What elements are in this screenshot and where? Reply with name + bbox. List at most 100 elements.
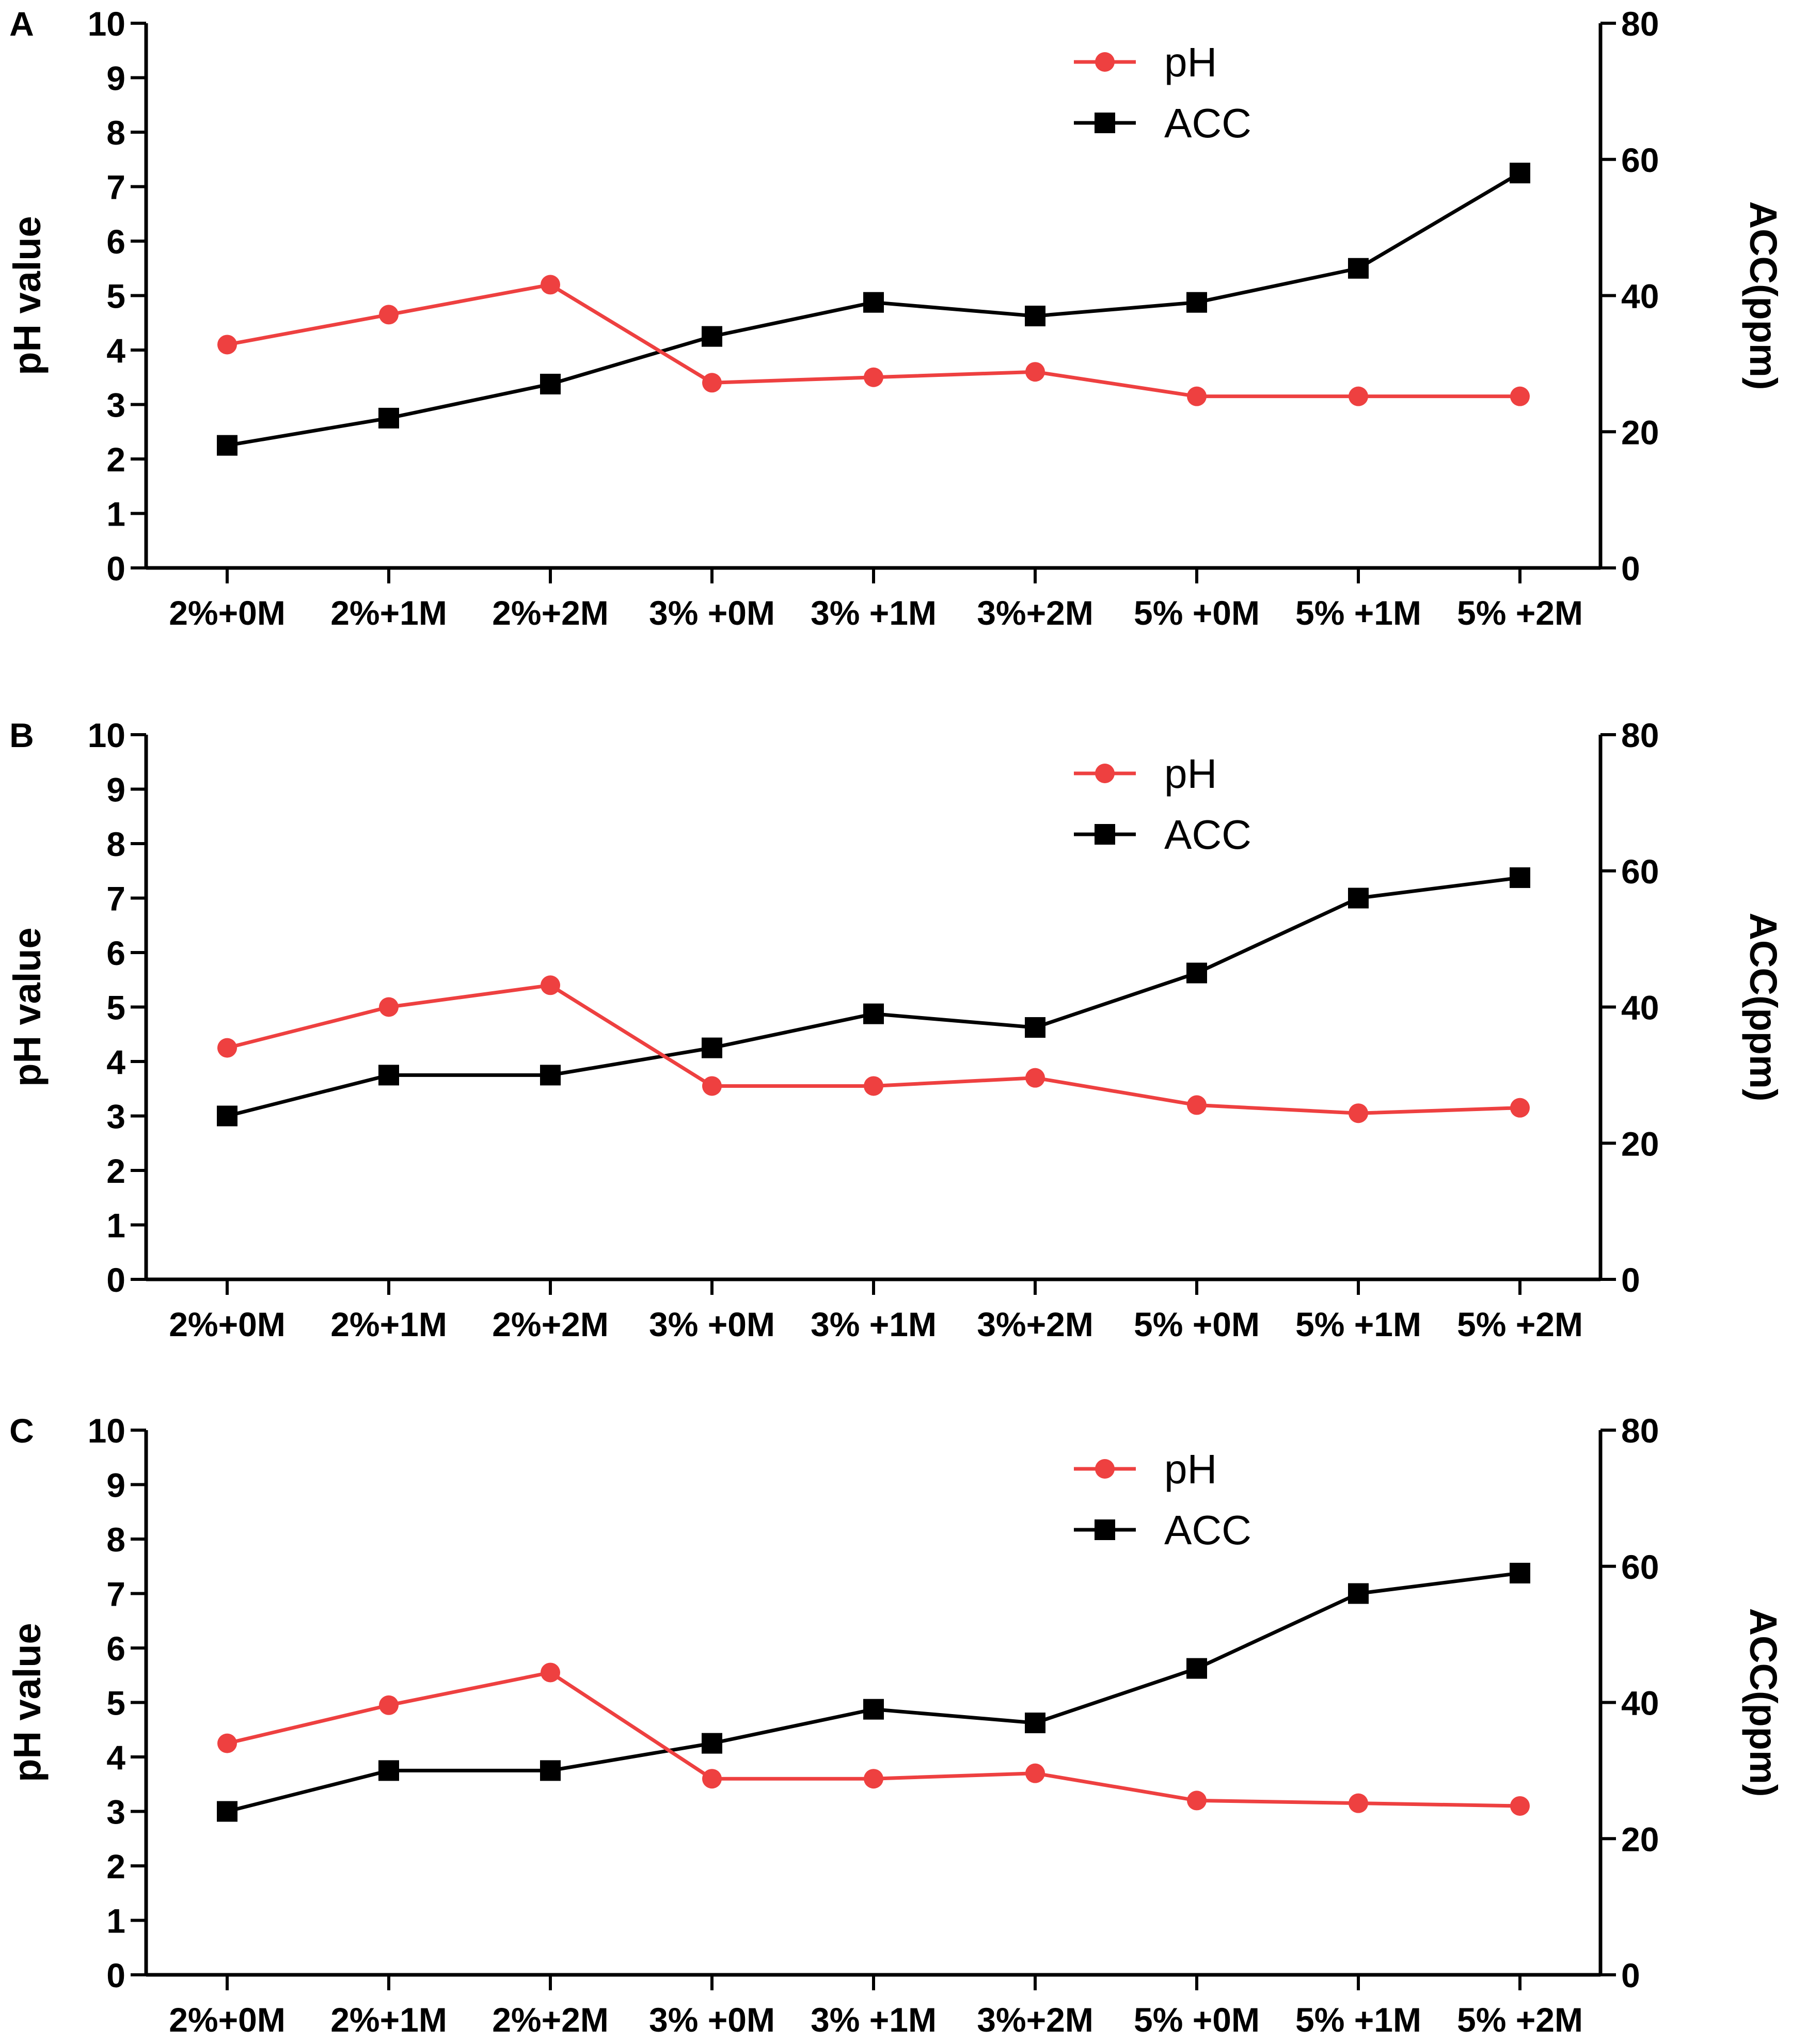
data-point-ph <box>702 373 722 393</box>
data-point-ph <box>217 1733 237 1753</box>
data-point-ph <box>702 1769 722 1789</box>
data-point-ph <box>702 1076 722 1096</box>
y-tick-label-left: 9 <box>106 771 125 809</box>
y-tick-label-right: 0 <box>1621 549 1640 588</box>
y-tick-label-left: 8 <box>106 1520 125 1559</box>
chart-panel-c: C 0 1 2 3 4 5 6 7 8 9 10 0 20 40 60 80 2%+0M 2%+1M 2%+2M 3% … <box>6 1412 1785 2039</box>
y-tick-label-left: 8 <box>106 114 125 152</box>
y-tick-label-left: 10 <box>88 5 125 43</box>
x-tick-label: 2%+2M <box>492 2001 609 2039</box>
data-point-acc <box>378 407 399 429</box>
data-point-acc <box>1025 1017 1045 1038</box>
data-point-acc <box>1348 258 1369 279</box>
x-tick-label: 3% +0M <box>649 594 775 632</box>
legend-label-ph: pH <box>1164 39 1217 85</box>
data-point-acc <box>1510 163 1530 184</box>
data-point-acc <box>863 1699 884 1720</box>
y-tick-label-left: 5 <box>106 1684 125 1722</box>
legend-marker-ph <box>1095 1459 1115 1479</box>
y-tick-label-left: 8 <box>106 825 125 863</box>
x-tick-label: 3% +1M <box>811 1305 937 1343</box>
y-axis-title-right: ACC(ppm) <box>1742 913 1785 1102</box>
y-tick-label-right: 40 <box>1621 989 1659 1027</box>
x-tick-label: 2%+1M <box>330 2001 447 2039</box>
data-point-ph <box>541 975 560 995</box>
x-tick-label: 2%+2M <box>492 1305 609 1343</box>
y-tick-label-right: 20 <box>1621 1820 1659 1858</box>
x-tick-label: 2%+0M <box>169 594 286 632</box>
data-point-ph <box>1510 1796 1530 1816</box>
x-tick-label: 2%+0M <box>169 1305 286 1343</box>
y-tick-label-left: 6 <box>106 223 125 261</box>
data-point-ph <box>379 997 399 1017</box>
y-tick-label-right: 20 <box>1621 1124 1659 1163</box>
y-tick-label-left: 0 <box>106 549 125 588</box>
data-point-ph <box>1025 362 1045 382</box>
data-point-ph <box>864 1769 883 1789</box>
data-point-ph <box>1349 1793 1368 1813</box>
x-tick-label: 5% +1M <box>1295 2001 1421 2039</box>
y-tick-label-left: 10 <box>88 716 125 754</box>
data-point-acc <box>217 435 237 456</box>
y-tick-label-right: 60 <box>1621 1548 1659 1586</box>
y-tick-label-right: 80 <box>1621 5 1659 43</box>
y-tick-label-left: 0 <box>106 1261 125 1299</box>
data-point-acc <box>1348 1583 1369 1604</box>
data-point-ph <box>541 1662 560 1683</box>
data-point-acc <box>1510 867 1530 888</box>
y-axis-title-right: ACC(ppm) <box>1742 1608 1785 1797</box>
data-point-acc <box>1186 962 1207 984</box>
data-point-acc <box>217 1105 237 1127</box>
y-tick-label-left: 5 <box>106 277 125 315</box>
data-point-acc <box>1348 888 1369 909</box>
y-tick-label-left: 3 <box>106 1793 125 1831</box>
y-tick-label-left: 9 <box>106 1466 125 1504</box>
x-tick-label: 3% +0M <box>649 2001 775 2039</box>
y-tick-label-left: 0 <box>106 1956 125 1994</box>
x-tick-label: 2%+1M <box>330 1305 447 1343</box>
data-point-acc <box>1025 306 1045 327</box>
data-point-ph <box>217 1038 237 1058</box>
data-point-acc <box>217 1801 237 1822</box>
data-point-ph <box>1510 1098 1530 1118</box>
x-tick-label: 2%+0M <box>169 2001 286 2039</box>
y-tick-label-left: 2 <box>106 440 125 479</box>
y-tick-label-left: 9 <box>106 59 125 98</box>
panel-label: A <box>9 5 34 43</box>
x-tick-label: 5% +1M <box>1295 1305 1421 1343</box>
y-tick-label-left: 7 <box>106 1575 125 1613</box>
data-point-acc <box>1510 1562 1530 1583</box>
y-tick-label-right: 80 <box>1621 716 1659 754</box>
y-tick-label-right: 60 <box>1621 141 1659 179</box>
x-tick-label: 3%+2M <box>977 2001 1093 2039</box>
y-tick-label-right: 60 <box>1621 852 1659 891</box>
x-tick-label: 5% +0M <box>1134 594 1260 632</box>
data-point-ph <box>1187 1791 1207 1811</box>
data-point-acc <box>863 292 884 313</box>
y-tick-label-left: 5 <box>106 989 125 1027</box>
x-tick-label: 3%+2M <box>977 1305 1093 1343</box>
y-tick-label-left: 7 <box>106 880 125 918</box>
data-point-acc <box>540 1065 561 1086</box>
data-point-acc <box>702 1733 722 1754</box>
y-axis-title-left: pH value <box>6 1623 49 1782</box>
y-tick-label-right: 20 <box>1621 413 1659 451</box>
y-axis-title-left: pH value <box>6 216 49 375</box>
legend-marker-acc <box>1095 824 1115 845</box>
data-point-acc <box>702 1037 722 1058</box>
data-point-acc <box>1025 1713 1045 1734</box>
legend-label-acc: ACC <box>1164 100 1251 146</box>
x-tick-label: 5% +1M <box>1295 594 1421 632</box>
y-tick-label-right: 80 <box>1621 1412 1659 1450</box>
legend-label-acc: ACC <box>1164 1507 1251 1553</box>
data-point-ph <box>379 1695 399 1715</box>
x-tick-label: 3% +1M <box>811 594 937 632</box>
data-point-ph <box>864 367 883 387</box>
x-tick-label: 5% +2M <box>1457 594 1583 632</box>
data-point-ph <box>541 275 560 295</box>
y-tick-label-left: 6 <box>106 1629 125 1668</box>
chart-panel-b: B 0 1 2 3 4 5 6 7 8 9 10 0 20 40 60 80 2%+0M 2%+1M 2%+2M 3% … <box>6 716 1785 1343</box>
y-tick-label-left: 10 <box>88 1412 125 1450</box>
x-tick-label: 2%+2M <box>492 594 609 632</box>
chart-panel-a: A 0 1 2 3 4 5 6 7 8 9 10 0 20 40 60 80 2%+0M 2%+1M 2%+2M 3% … <box>6 5 1785 632</box>
